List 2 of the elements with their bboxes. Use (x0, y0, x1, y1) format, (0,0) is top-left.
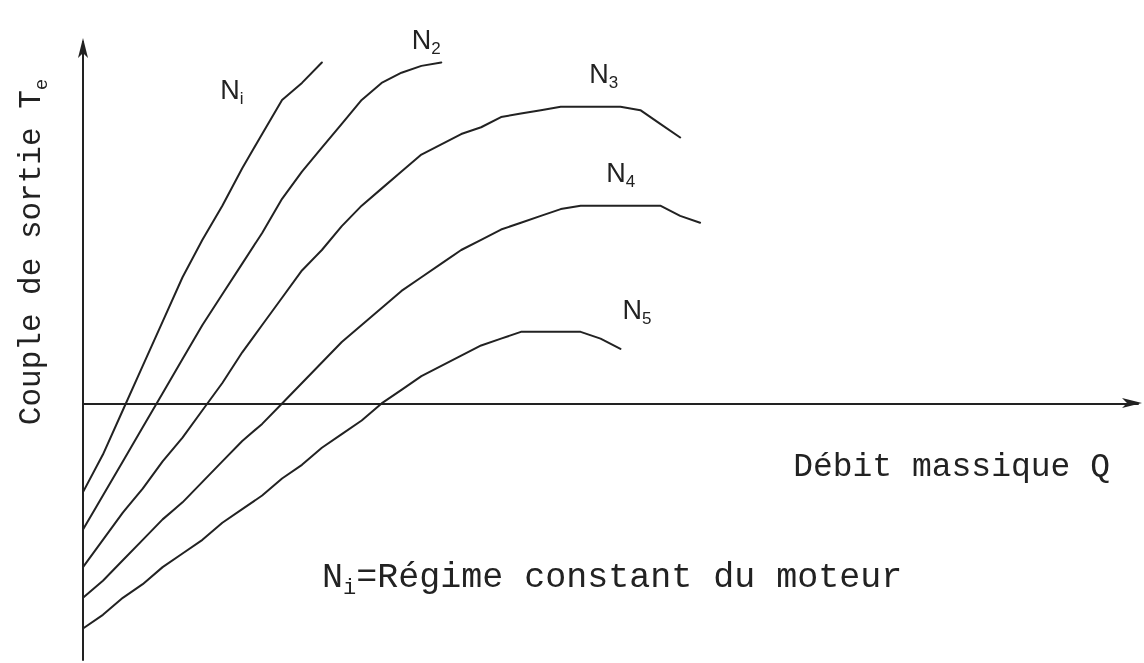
x-axis-title: Débit massique Q (793, 448, 1110, 486)
y-axis-title: Couple de sortie Te (13, 78, 53, 426)
